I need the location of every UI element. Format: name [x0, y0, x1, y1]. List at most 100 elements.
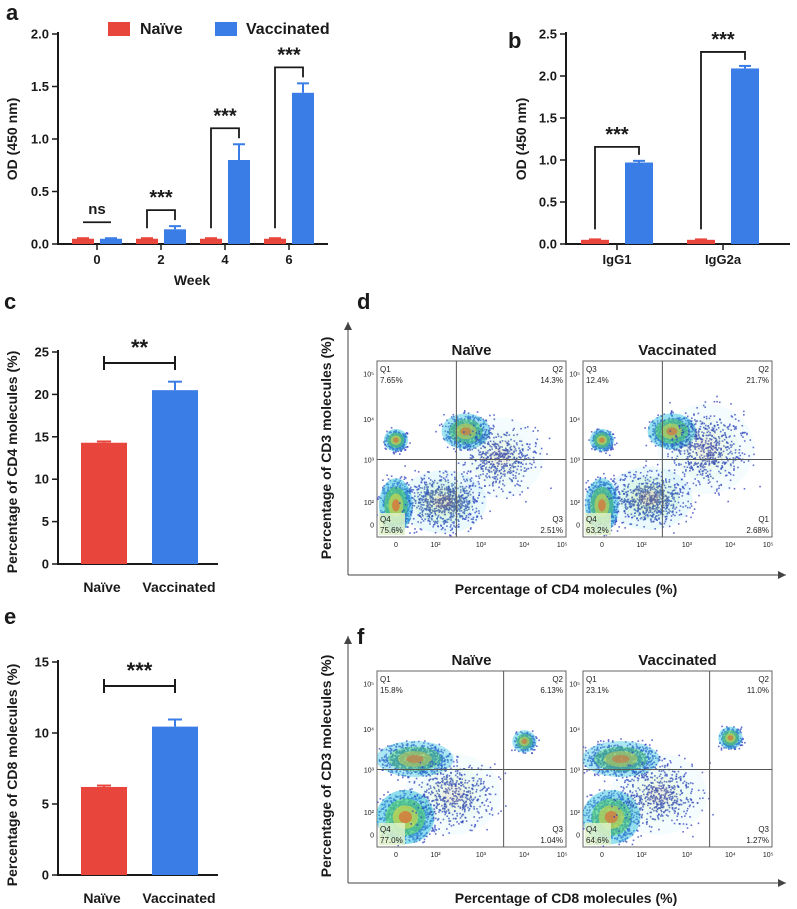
event-dot [443, 523, 445, 525]
event-dot [487, 425, 490, 427]
event-dot [443, 484, 445, 486]
event-dot [415, 486, 418, 489]
event-dot [461, 503, 463, 506]
event-dot [506, 451, 509, 453]
event-dot [424, 482, 426, 485]
event-dot [463, 435, 466, 437]
event-dot [406, 489, 409, 492]
event-dot [470, 477, 473, 479]
event-dot [470, 527, 472, 529]
event-dot [449, 534, 451, 536]
event-dot [417, 514, 419, 516]
event-dot [429, 495, 432, 498]
event-dot [496, 462, 498, 464]
event-dot [466, 416, 469, 418]
event-dot [504, 454, 507, 457]
event-dot [444, 519, 447, 522]
event-dot [446, 473, 449, 476]
event-dot [452, 424, 455, 426]
event-dot [448, 506, 451, 509]
event-dot [494, 471, 496, 473]
event-dot [458, 425, 461, 427]
density-cloud [377, 410, 552, 537]
event-dot [508, 459, 511, 461]
event-dot [466, 479, 468, 482]
event-dot [413, 498, 416, 501]
event-dot [464, 438, 467, 441]
event-dot [481, 465, 484, 467]
event-dot [488, 430, 490, 432]
event-dot [403, 509, 405, 512]
event-dot [425, 493, 428, 496]
event-dot [467, 444, 469, 446]
event-dot [461, 515, 463, 517]
event-dot [508, 491, 511, 494]
event-dot [488, 484, 491, 487]
legend-label-vaccinated: Vaccinated [246, 21, 330, 38]
event-dot [454, 430, 457, 433]
event-dot [483, 460, 485, 463]
event-dot [413, 532, 416, 534]
event-dot [481, 429, 484, 431]
event-dot [462, 441, 465, 444]
event-dot [390, 475, 393, 478]
event-dot [424, 500, 426, 503]
event-dot [450, 505, 453, 507]
event-dot [533, 450, 536, 452]
event-dot [414, 486, 417, 488]
event-dot [467, 445, 470, 448]
event-dot [456, 506, 459, 509]
x-tick-label: 4 [221, 252, 229, 267]
event-dot [419, 512, 421, 515]
event-dot [456, 524, 458, 527]
event-dot [459, 434, 461, 437]
event-dot [420, 521, 422, 524]
event-dot [468, 429, 470, 431]
event-dot [503, 475, 506, 477]
event-dot [468, 418, 471, 421]
event-dot [442, 506, 445, 509]
y-tick-label: 0 [42, 557, 49, 572]
event-dot [517, 484, 520, 486]
event-dot [458, 494, 460, 497]
event-dot [488, 469, 491, 472]
event-dot [449, 440, 452, 442]
event-dot [472, 433, 475, 436]
event-dot [468, 443, 470, 446]
event-dot [467, 470, 470, 473]
event-dot [445, 506, 447, 509]
event-dot [504, 434, 506, 436]
event-dot [515, 477, 517, 480]
event-dot [406, 432, 409, 435]
event-dot [453, 415, 455, 418]
quadrant-label-background [379, 513, 405, 535]
event-dot [478, 439, 481, 441]
event-dot [463, 478, 465, 481]
event-dot [459, 505, 461, 508]
event-dot [509, 446, 511, 449]
event-dot [462, 438, 465, 441]
event-dot [480, 456, 483, 459]
event-dot [460, 433, 463, 436]
event-dot [433, 481, 435, 484]
event-dot [503, 470, 505, 473]
event-dot [420, 506, 422, 508]
event-dot [475, 475, 477, 477]
event-dot [613, 436, 616, 439]
event-dot [460, 417, 463, 420]
event-dot [450, 473, 453, 476]
event-dot [453, 442, 456, 445]
event-dot [504, 465, 507, 467]
event-dot [463, 512, 466, 515]
event-dot [506, 462, 508, 465]
event-dot [520, 480, 523, 482]
event-dot [453, 509, 456, 512]
legend-swatch-vaccinated [215, 22, 237, 36]
panel-d-flow-cytometry: Percentage of CD3 molecules (%)Percentag… [318, 322, 786, 597]
event-dot [469, 441, 472, 443]
event-dot [503, 462, 506, 465]
event-dot [437, 505, 440, 508]
event-dot [479, 440, 482, 442]
x-tick-label: Naïve [83, 890, 121, 906]
event-dot [548, 437, 551, 440]
